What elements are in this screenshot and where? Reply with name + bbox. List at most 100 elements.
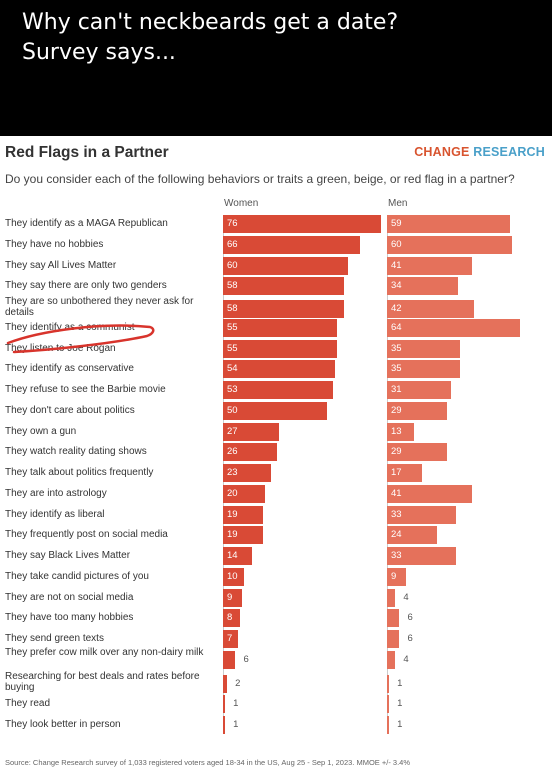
women-bar (223, 695, 226, 714)
women-bar (223, 484, 265, 503)
women-value-label: 23 (227, 467, 238, 478)
women-bar (223, 526, 263, 545)
women-bar (223, 401, 327, 420)
women-bar (223, 256, 348, 275)
women-value-label: 66 (227, 238, 238, 250)
men-value-label: 41 (391, 259, 402, 271)
women-value-label: 14 (227, 550, 238, 561)
row-label: They say there are only two genders (5, 280, 167, 292)
meme-caption: Why can't neckbeards get a date? Survey … (22, 10, 399, 65)
women-bar (223, 505, 263, 524)
men-value-label: 1 (397, 719, 403, 730)
women-bar (223, 716, 226, 734)
men-bar (387, 526, 437, 545)
women-bar (223, 567, 244, 586)
chart-subtitle: Do you consider each of the following be… (5, 172, 515, 186)
men-bar (387, 360, 460, 379)
men-bar (387, 716, 390, 734)
men-bar (387, 215, 510, 233)
row-label: They prefer cow milk over any non-dairy … (5, 646, 204, 658)
women-bar (223, 674, 228, 693)
row-label: They frequently post on social media (5, 529, 168, 541)
women-value-label: 27 (227, 425, 238, 437)
women-value-label: 19 (227, 529, 238, 541)
women-bar (223, 360, 336, 379)
row-label: They are not on social media (5, 591, 134, 603)
women-value-label: 55 (227, 321, 238, 333)
source-footnote: Source: Change Research survey of 1,033 … (5, 758, 411, 767)
men-bar (387, 650, 396, 669)
men-value-label: 41 (391, 487, 402, 499)
row-label: They read (5, 698, 51, 710)
women-value-label: 20 (227, 487, 238, 499)
women-value-label: 8 (227, 612, 233, 624)
women-bar (223, 588, 242, 607)
women-value-label: 9 (227, 591, 233, 603)
brand-logo-part2: RESEARCH (473, 145, 545, 159)
men-column-header: Men (388, 198, 408, 209)
men-bar (387, 318, 521, 337)
women-bar (223, 215, 381, 233)
row-label: They say All Lives Matter (5, 259, 117, 271)
women-value-label: 58 (227, 303, 238, 314)
men-bar (387, 235, 512, 254)
row-label: They own a gun (5, 425, 77, 437)
men-bar (387, 443, 448, 462)
women-bar (223, 277, 344, 296)
women-value-label: 1 (233, 698, 239, 710)
women-value-label: 54 (227, 363, 238, 375)
men-value-label: 1 (397, 698, 403, 710)
row-label: They watch reality dating shows (5, 446, 147, 458)
men-value-label: 31 (391, 384, 402, 395)
men-bar (387, 277, 458, 296)
men-value-label: 29 (391, 446, 402, 458)
women-value-label: 1 (233, 719, 239, 730)
women-value-label: 55 (227, 342, 238, 354)
men-value-label: 4 (403, 591, 409, 603)
men-bar (387, 300, 475, 318)
men-value-label: 60 (391, 238, 402, 250)
women-value-label: 19 (227, 508, 238, 520)
women-value-label: 50 (227, 404, 238, 416)
women-bar (223, 300, 344, 318)
men-bar (387, 401, 448, 420)
women-bar (223, 443, 278, 462)
men-bar (387, 674, 390, 693)
women-value-label: 60 (227, 259, 238, 271)
row-label: Researching for best deals and rates bef… (5, 670, 200, 693)
men-bar (387, 630, 400, 648)
men-bar (387, 464, 423, 482)
men-bar (387, 567, 406, 586)
men-value-label: 1 (397, 677, 403, 689)
men-bar (387, 695, 390, 714)
women-bar (223, 339, 338, 358)
men-value-label: 42 (391, 303, 402, 314)
men-value-label: 9 (391, 570, 397, 582)
men-bar (387, 484, 473, 503)
men-value-label: 13 (391, 425, 402, 437)
row-label: They identify as liberal (5, 508, 105, 520)
row-label: They talk about politics frequently (5, 467, 154, 478)
men-value-label: 64 (391, 321, 402, 333)
women-value-label: 58 (227, 280, 238, 292)
men-value-label: 4 (403, 653, 409, 665)
men-value-label: 35 (391, 342, 402, 354)
women-bar (223, 422, 280, 441)
men-bar (387, 422, 415, 441)
men-value-label: 29 (391, 404, 402, 416)
row-label: They say Black Lives Matter (5, 550, 131, 561)
men-value-label: 34 (391, 280, 402, 292)
men-bar (387, 547, 456, 565)
row-label: They look better in person (5, 719, 121, 730)
brand-logo-part1: CHANGE (414, 145, 470, 159)
women-value-label: 6 (243, 653, 249, 665)
row-label: They take candid pictures of you (5, 570, 149, 582)
men-value-label: 6 (407, 612, 413, 624)
men-value-label: 6 (407, 633, 413, 644)
women-bar (223, 318, 338, 337)
men-value-label: 24 (391, 529, 402, 541)
women-column-header: Women (224, 198, 259, 209)
row-label: They identify as a MAGA Republican (5, 218, 168, 229)
women-value-label: 53 (227, 384, 238, 395)
